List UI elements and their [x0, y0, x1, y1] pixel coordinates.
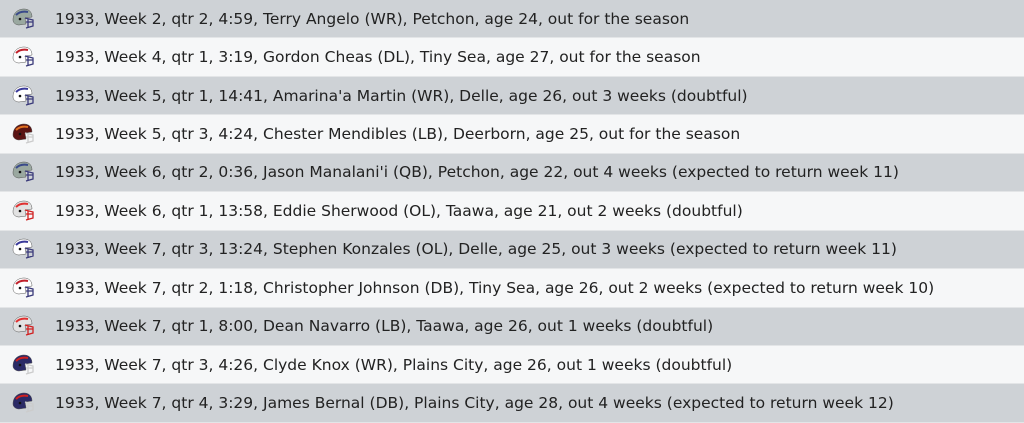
injury-row[interactable]: 1933, Week 7, qtr 3, 4:26, Clyde Knox (W… — [0, 345, 1024, 385]
injury-row[interactable]: 1933, Week 6, qtr 1, 13:58, Eddie Sherwo… — [0, 192, 1024, 231]
team-helmet-icon — [12, 85, 34, 106]
team-helmet-icon — [12, 8, 34, 29]
team-helmet-icon — [12, 162, 34, 183]
team-helmet-icon — [12, 200, 34, 221]
injury-text: 1933, Week 7, qtr 1, 8:00, Dean Navarro … — [55, 317, 714, 336]
injury-row[interactable]: 1933, Week 6, qtr 2, 0:36, Jason Manalan… — [0, 153, 1024, 193]
injury-text: 1933, Week 2, qtr 2, 4:59, Terry Angelo … — [55, 9, 690, 28]
injury-row[interactable]: 1933, Week 5, qtr 1, 14:41, Amarina'a Ma… — [0, 76, 1024, 116]
injury-row[interactable]: 1933, Week 4, qtr 1, 3:19, Gordon Cheas … — [0, 38, 1024, 77]
injury-text: 1933, Week 7, qtr 2, 1:18, Christopher J… — [55, 278, 935, 297]
injury-text: 1933, Week 7, qtr 3, 4:26, Clyde Knox (W… — [55, 355, 733, 374]
injury-row[interactable]: 1933, Week 7, qtr 3, 13:24, Stephen Konz… — [0, 230, 1024, 270]
injury-row[interactable]: 1933, Week 5, qtr 3, 4:24, Chester Mendi… — [0, 115, 1024, 154]
injury-row[interactable]: 1933, Week 2, qtr 2, 4:59, Terry Angelo … — [0, 0, 1024, 39]
injury-row[interactable]: 1933, Week 7, qtr 2, 1:18, Christopher J… — [0, 269, 1024, 308]
team-helmet-icon — [12, 46, 34, 67]
team-helmet-icon — [12, 239, 34, 259]
injury-row[interactable]: 1933, Week 7, qtr 4, 3:29, James Bernal … — [0, 384, 1024, 423]
team-helmet-icon — [12, 392, 34, 413]
team-helmet-icon — [12, 277, 34, 298]
injury-text: 1933, Week 5, qtr 3, 4:24, Chester Mendi… — [55, 125, 741, 144]
injury-row[interactable]: 1933, Week 7, qtr 1, 8:00, Dean Navarro … — [0, 307, 1024, 346]
injury-text: 1933, Week 6, qtr 1, 13:58, Eddie Sherwo… — [55, 201, 743, 220]
injury-text: 1933, Week 5, qtr 1, 14:41, Amarina'a Ma… — [55, 86, 748, 105]
injury-text: 1933, Week 4, qtr 1, 3:19, Gordon Cheas … — [55, 48, 701, 67]
team-helmet-icon — [12, 123, 34, 144]
injury-text: 1933, Week 7, qtr 3, 13:24, Stephen Konz… — [55, 240, 897, 259]
team-helmet-icon — [12, 354, 34, 375]
injury-text: 1933, Week 7, qtr 4, 3:29, James Bernal … — [55, 394, 894, 413]
injury-text: 1933, Week 6, qtr 2, 0:36, Jason Manalan… — [55, 163, 899, 182]
team-helmet-icon — [12, 315, 34, 336]
